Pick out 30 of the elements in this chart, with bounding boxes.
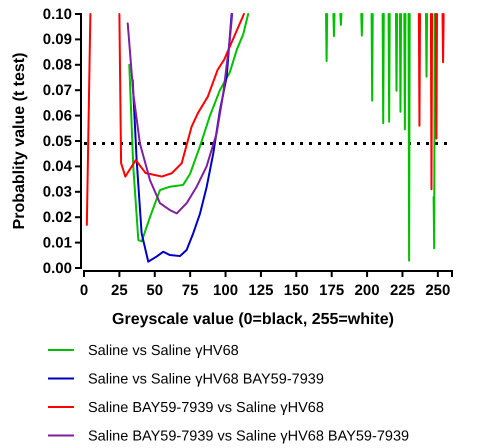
x-tick-label: 225 bbox=[390, 282, 415, 299]
y-tick-label: 0.00 bbox=[42, 260, 72, 277]
x-tick-label: 175 bbox=[319, 282, 344, 299]
y-tick-label: 0.04 bbox=[42, 158, 73, 176]
y-tick-label: 0.09 bbox=[42, 31, 72, 48]
x-tick-label: 250 bbox=[425, 282, 450, 299]
x-tick-label: 200 bbox=[354, 282, 380, 299]
x-axis-title: Greyscale value (0=black, 255=white) bbox=[112, 311, 394, 328]
x-tick-label: 25 bbox=[111, 282, 128, 299]
x-tick-label: 0 bbox=[80, 282, 88, 299]
legend-label: Saline vs Saline γHV68 BAY59-7939 bbox=[88, 372, 324, 388]
legend-label: Saline BAY59-7939 vs Saline γHV68 BAY59-7939 bbox=[88, 428, 410, 444]
x-tick-label: 50 bbox=[146, 282, 164, 299]
line-series bbox=[132, 13, 233, 263]
x-tick-label: 150 bbox=[284, 282, 309, 299]
y-tick-label: 0.08 bbox=[42, 56, 72, 74]
line-series bbox=[126, 13, 234, 214]
y-tick-label: 0.01 bbox=[42, 234, 72, 252]
y-axis-title: Probablity value (t test) bbox=[11, 52, 28, 230]
y-tick-label: 0.06 bbox=[42, 107, 72, 124]
y-tick-label: 0.07 bbox=[42, 82, 72, 99]
x-tick-label: 75 bbox=[182, 282, 198, 299]
legend-label: Saline vs Saline γHV68 bbox=[88, 343, 239, 359]
x-tick-label: 125 bbox=[248, 282, 274, 299]
y-tick-label: 0.03 bbox=[42, 184, 72, 201]
legend-label: Saline BAY59-7939 vs Saline γHV68 bbox=[88, 400, 324, 416]
x-tick-label: 100 bbox=[213, 282, 238, 299]
y-tick-label: 0.02 bbox=[42, 209, 72, 226]
y-tick-label: 0.05 bbox=[42, 132, 72, 150]
y-tick-label: 0.10 bbox=[42, 6, 72, 23]
